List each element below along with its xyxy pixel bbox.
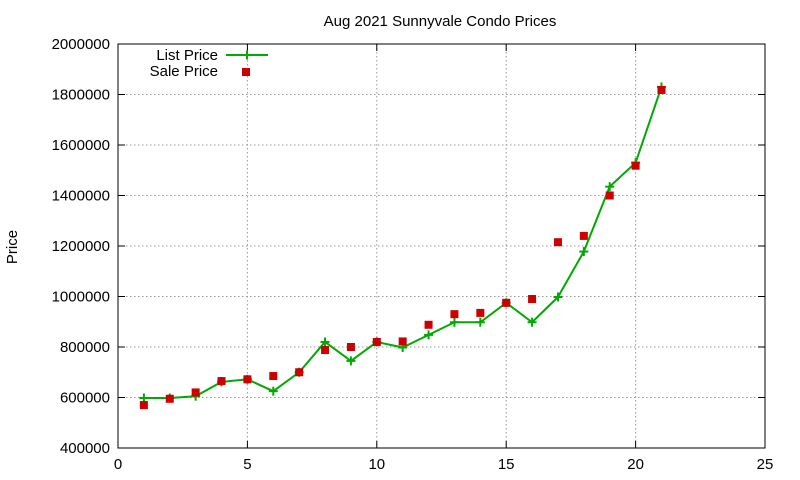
list-price-point [605,182,615,192]
list-price-point [449,317,459,327]
data-series [139,82,666,410]
x-tick-label: 15 [498,456,515,473]
series-sale-price [139,85,666,410]
sale-price-point [321,346,330,355]
y-tick-label: 1600000 [52,137,110,154]
x-tick-label: 20 [627,456,644,473]
sale-price-point [450,310,459,319]
sale-price-point [372,337,381,346]
sale-price-point [269,372,278,381]
series-list-price [139,82,666,403]
sale-price-point [191,388,200,397]
y-tick-label: 1000000 [52,289,110,306]
sale-price-point [243,375,252,384]
sale-price-point [165,394,174,403]
sale-price-point [631,161,640,170]
list-price-point [527,317,537,327]
y-axis-label: Price [4,230,21,264]
sale-price-point [657,85,666,94]
sale-price-point [139,401,148,410]
list-price-point [320,337,330,347]
legend-label: List Price [156,47,218,64]
sale-price-point [217,377,226,386]
sale-price-point [346,343,355,351]
list-price-point [424,330,434,340]
list-price-point [579,247,589,257]
y-tick-label: 600000 [60,390,110,407]
y-tick-label: 1400000 [52,188,110,205]
y-tick-label: 1800000 [52,87,110,104]
legend-square-marker [242,68,250,76]
sale-price-point [605,191,614,200]
list-price-point [139,393,149,403]
x-tick-label: 0 [114,456,122,473]
legend-plus-marker [242,50,252,60]
x-tick-label: 10 [368,456,385,473]
y-axis-ticks: 400000 600000 800000 1000000 1200000 1400000 1… [52,36,765,457]
list-price-point [553,292,563,302]
list-price-point [268,386,278,396]
sale-price-point [502,298,511,307]
legend-label: Sale Price [150,63,218,80]
x-axis-ticks: 0 5 10 15 20 25 [114,44,774,473]
grid-lines [118,44,765,448]
y-tick-label: 800000 [60,339,110,356]
x-tick-label: 5 [243,456,251,473]
sale-price-point [476,308,485,317]
sale-price-point [528,295,537,304]
y-tick-label: 2000000 [52,36,110,53]
sale-price-point [553,238,562,247]
y-tick-label: 400000 [60,440,110,457]
sale-price-point [295,368,304,377]
list-price-point [346,356,356,366]
list-price-point [475,317,485,327]
x-tick-label: 25 [757,456,774,473]
chart-title: Aug 2021 Sunnyvale Condo Prices [324,13,557,30]
sale-price-point [398,337,407,346]
sale-price-point [579,231,588,240]
y-tick-label: 1200000 [52,238,110,255]
sale-price-point [424,320,433,329]
